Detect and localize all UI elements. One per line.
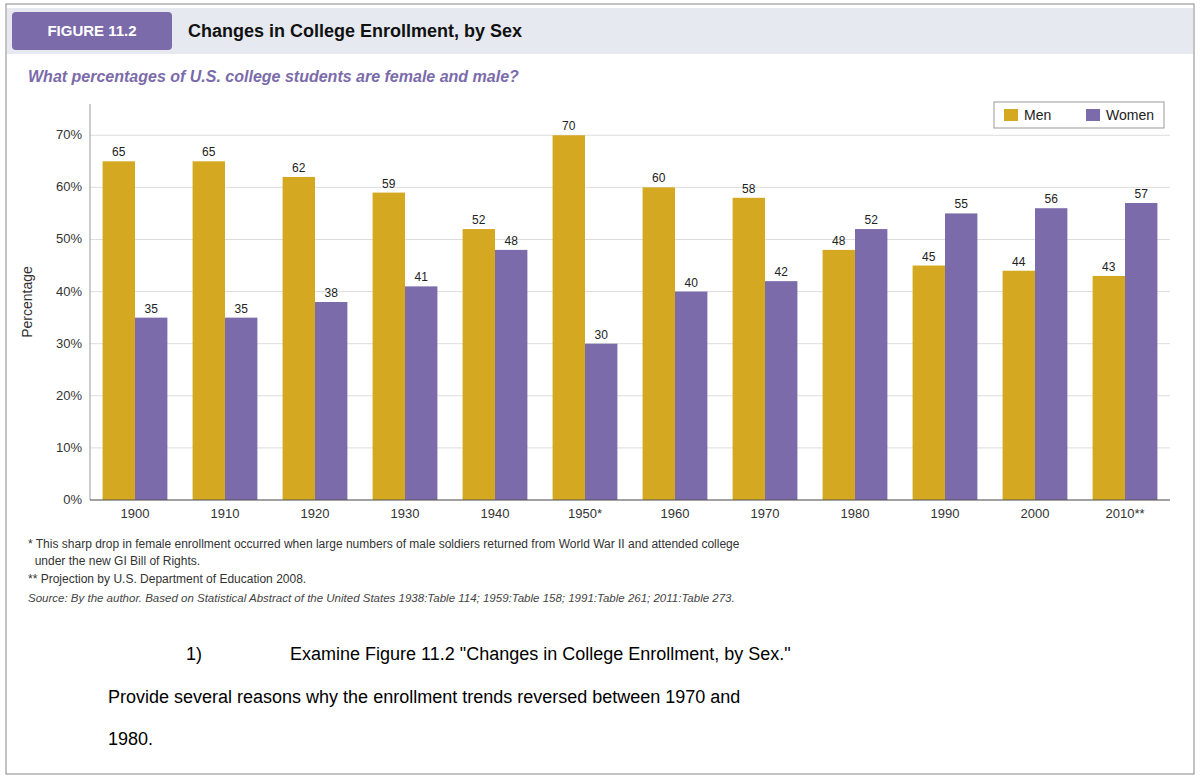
y-tick-label: 50% [56,231,82,246]
x-tick-label: 2010** [1105,506,1144,521]
y-tick-label: 40% [56,284,82,299]
y-tick-label: 70% [56,127,82,142]
data-label: 40 [685,276,699,290]
x-tick-label: 1910 [211,506,240,521]
source: Source: By the author. Based on Statisti… [28,592,735,604]
y-axis-line [90,104,91,500]
bar [283,177,315,500]
grid-line [90,500,1170,501]
question-text: Provide several reasons why the enrollme… [108,687,740,707]
bar [945,213,977,500]
question-text: 1) [186,644,202,664]
legend: Men Women [994,102,1164,128]
bar [823,250,855,500]
bars [103,135,1158,500]
page-border [6,4,1194,774]
bar [405,286,437,500]
footnote: under the new GI Bill of Rights. [28,554,200,568]
bar [103,161,135,500]
data-label: 48 [832,234,846,248]
bar [765,281,797,500]
x-tick-label: 1980 [841,506,870,521]
subtitle: What percentages of U.S. college student… [28,68,519,85]
data-label: 52 [472,213,486,227]
x-axis-line [90,500,1170,501]
data-label: 43 [1102,260,1116,274]
data-label: 56 [1045,192,1059,206]
bar [193,161,225,500]
data-label: 62 [292,161,306,175]
footnote: * This sharp drop in female enrollment o… [28,537,740,551]
grid-line [90,239,1170,240]
data-label: 58 [742,182,756,196]
question-text: 1980. [108,729,153,749]
data-label: 65 [112,145,126,159]
legend-entry: Men [1024,107,1051,123]
figure-label-box [12,12,172,50]
x-tick-label: 1940 [481,506,510,521]
footnote: ** Projection by U.S. Department of Educ… [28,572,306,586]
data-label: 60 [652,171,666,185]
data-label: 44 [1012,255,1026,269]
grid-line [90,187,1170,188]
y-axis-label: Percentage [19,266,35,338]
y-tick-label: 0% [63,492,82,507]
data-label: 38 [325,286,339,300]
bar [913,266,945,500]
data-label: 52 [865,213,879,227]
bar [373,193,405,500]
bar [225,318,257,500]
bar [135,318,167,500]
y-tick-label: 30% [56,336,82,351]
bar [315,302,347,500]
x-tick-label: 2000 [1021,506,1050,521]
title: Changes in College Enrollment, by Sex [188,21,522,41]
chart-root: FIGURE 11.2 Changes in College Enrollment… [0,0,1200,778]
bar [585,344,617,500]
figure-label: FIGURE 11.2 [47,22,136,39]
bar [855,229,887,500]
y-tick-label: 10% [56,440,82,455]
data-label: 57 [1135,187,1149,201]
bar [495,250,527,500]
bar [1093,276,1125,500]
data-label: 55 [955,197,969,211]
bar [463,229,495,500]
legend-swatch [1004,109,1018,121]
data-label: 30 [595,328,609,342]
bar [733,198,765,500]
header-band [7,8,1193,54]
x-tick-label: 1900 [121,506,150,521]
data-label: 41 [415,270,429,284]
bar [553,135,585,500]
data-label: 45 [922,250,936,264]
data-label: 70 [562,119,576,133]
x-tick-label: 1960 [661,506,690,521]
data-label: 48 [505,234,519,248]
data-labels: 65 65 62 59 52 70 60 58 48 45 44 43 35 35 38 41 48 30 40 42… [112,119,1148,341]
data-label: 35 [145,302,159,316]
x-tick-label: 1930 [391,506,420,521]
x-tick-label: 1990 [931,506,960,521]
bar [1035,208,1067,500]
y-tick-label: 60% [56,179,82,194]
data-label: 42 [775,265,789,279]
bar [1125,203,1157,500]
question-text: Examine Figure 11.2 "Changes in College … [290,644,791,664]
x-tick-label: 1950* [568,506,602,521]
x-tick-label: 1970 [751,506,780,521]
legend-entry: Women [1106,107,1154,123]
data-label: 65 [202,145,216,159]
bar [1003,271,1035,500]
data-label: 59 [382,177,396,191]
x-tick-label: 1920 [301,506,330,521]
legend-swatch [1086,109,1100,121]
grid-line [90,135,1170,136]
bar [675,292,707,500]
bar [643,187,675,500]
legend-frame [994,102,1164,128]
data-label: 35 [235,302,249,316]
y-tick-label: 20% [56,388,82,403]
